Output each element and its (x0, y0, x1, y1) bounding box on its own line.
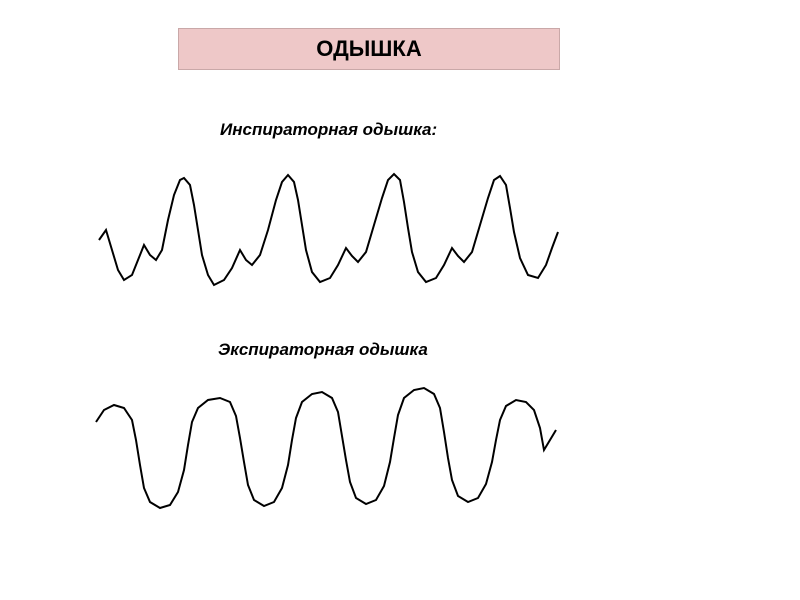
waveform-expiratory (84, 380, 564, 530)
waveform-inspiratory-path (99, 174, 558, 285)
waveform-inspiratory (84, 160, 564, 310)
section-label-expiratory: Экспираторная одышка (218, 340, 428, 360)
waveform-expiratory-svg (84, 380, 564, 530)
waveform-expiratory-path (96, 388, 556, 508)
section-label-inspiratory: Инспираторная одышка: (220, 120, 437, 140)
waveform-inspiratory-svg (84, 160, 564, 310)
page-title: ОДЫШКА (178, 28, 560, 70)
